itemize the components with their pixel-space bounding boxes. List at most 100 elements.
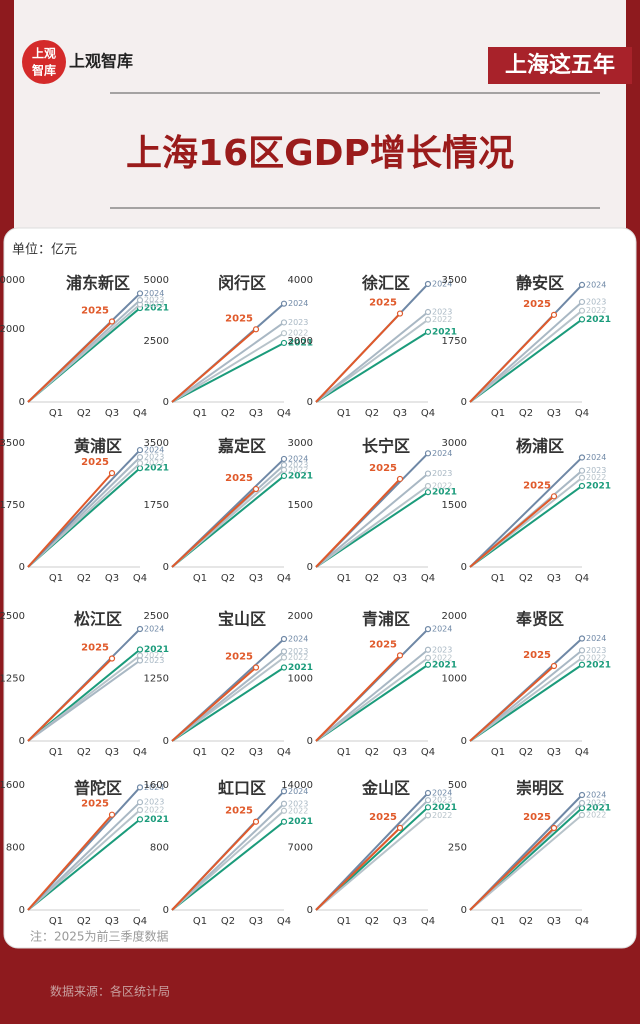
- series-label: 2023: [288, 460, 308, 469]
- end-point: [108, 318, 116, 325]
- x-tick-label: Q3: [393, 573, 407, 584]
- y-tick-label: 0: [163, 397, 169, 408]
- series-line: [27, 657, 113, 742]
- y-tick-label: 800: [150, 843, 169, 854]
- series-label: 2022: [586, 473, 606, 482]
- x-tick-label: Q4: [575, 916, 589, 927]
- series-label: 2024: [144, 289, 164, 298]
- y-tick-label: 2000: [288, 336, 313, 347]
- series-line: [469, 301, 583, 403]
- y-tick-label: 0: [461, 736, 467, 747]
- x-tick-label: Q1: [49, 747, 63, 758]
- series-label: 2023: [432, 308, 452, 317]
- x-tick-label: Q1: [491, 916, 505, 927]
- series-line: [171, 332, 285, 403]
- end-point: [136, 625, 144, 633]
- series-label: 2022: [288, 653, 308, 662]
- series-label: 2024: [432, 279, 452, 288]
- series-label: 2023: [432, 645, 452, 654]
- x-tick-label: Q4: [133, 747, 147, 758]
- chart-title: 杨浦区: [516, 437, 564, 456]
- y-tick-label: 0: [461, 397, 467, 408]
- series-label: 2022: [432, 315, 452, 324]
- y-tick-label: 250: [448, 843, 467, 854]
- series-label: 2025: [369, 463, 397, 474]
- series-label: 2025: [225, 313, 253, 324]
- series-line: [469, 665, 555, 742]
- x-tick-label: Q2: [519, 916, 533, 927]
- series-label: 2022: [586, 653, 606, 662]
- y-tick-label: 1000: [288, 674, 313, 685]
- series-line: [171, 342, 285, 403]
- y-tick-label: 3500: [144, 438, 169, 449]
- series-label: 2021: [432, 327, 457, 337]
- y-tick-label: 2500: [144, 336, 169, 347]
- logo-text: 上观: [32, 46, 56, 61]
- end-point: [108, 470, 116, 477]
- series-line: [27, 818, 141, 911]
- series-label: 2025: [369, 298, 397, 309]
- series-label: 2024: [432, 789, 452, 798]
- series-label: 2024: [144, 783, 164, 792]
- x-tick-label: Q3: [249, 747, 263, 758]
- end-point: [280, 800, 288, 807]
- x-tick-label: Q3: [547, 916, 561, 927]
- chart-title: 浦东新区: [66, 274, 130, 293]
- end-point: [136, 454, 144, 461]
- end-point: [280, 330, 288, 337]
- tag: 上海这五年: [505, 52, 615, 78]
- x-tick-label: Q3: [249, 916, 263, 927]
- end-point: [424, 308, 432, 316]
- x-tick-label: Q2: [365, 573, 379, 584]
- x-tick-label: Q4: [133, 408, 147, 419]
- series-line: [315, 657, 429, 742]
- series-line: [315, 331, 429, 403]
- y-tick-label: 800: [6, 843, 25, 854]
- y-tick-label: 0: [307, 736, 313, 747]
- end-point: [396, 824, 404, 831]
- series-label: 2024: [432, 625, 452, 634]
- end-point: [136, 806, 144, 814]
- end-point: [280, 461, 288, 469]
- tag-box: [488, 47, 632, 84]
- y-tick-label: 1750: [144, 500, 169, 511]
- series-label: 2024: [586, 791, 606, 800]
- series-label: 2025: [225, 473, 253, 484]
- series-line: [315, 827, 401, 911]
- series-line: [171, 488, 257, 568]
- x-tick-label: Q3: [249, 573, 263, 584]
- x-tick-label: Q2: [221, 573, 235, 584]
- x-tick-label: Q1: [491, 747, 505, 758]
- x-tick-label: Q4: [277, 916, 291, 927]
- y-tick-label: 2000: [442, 611, 467, 622]
- note: 注：2025为前三季度数据: [30, 929, 169, 944]
- y-tick-label: 0: [461, 562, 467, 573]
- x-tick-label: Q3: [547, 747, 561, 758]
- y-tick-label: 1750: [0, 500, 25, 511]
- series-label: 2025: [369, 812, 397, 823]
- x-tick-label: Q3: [105, 573, 119, 584]
- end-point: [108, 655, 116, 662]
- end-point: [252, 485, 260, 493]
- end-point: [424, 654, 432, 661]
- series-label: 2024: [586, 634, 606, 643]
- logo: [22, 40, 66, 84]
- brand: 上观智库: [69, 52, 133, 71]
- y-tick-label: 1000: [442, 674, 467, 685]
- unit: 单位：亿元: [12, 243, 77, 258]
- end-point: [424, 328, 432, 335]
- series-label: 2024: [432, 449, 452, 458]
- x-tick-label: Q1: [491, 573, 505, 584]
- x-tick-label: Q2: [221, 916, 235, 927]
- series-label: 2025: [81, 305, 109, 316]
- series-label: 2021: [144, 815, 169, 825]
- x-tick-label: Q4: [277, 573, 291, 584]
- y-tick-label: 0: [19, 397, 25, 408]
- end-point: [136, 652, 144, 659]
- end-point: [136, 657, 144, 664]
- series-label: 2021: [432, 803, 457, 813]
- y-tick-label: 1500: [442, 500, 467, 511]
- series-line: [469, 827, 555, 911]
- series-line: [315, 485, 429, 568]
